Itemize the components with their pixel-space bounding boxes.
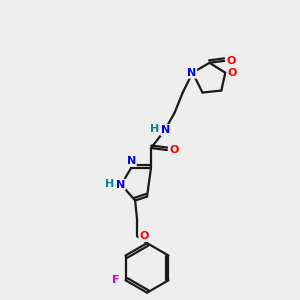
Text: H: H (150, 124, 160, 134)
Text: F: F (112, 275, 119, 285)
Text: N: N (127, 156, 136, 166)
Text: N: N (187, 68, 196, 78)
Text: N: N (161, 125, 170, 135)
Text: O: O (140, 231, 149, 241)
Text: O: O (169, 145, 178, 155)
Text: O: O (226, 56, 236, 66)
Text: N: N (116, 180, 125, 190)
Text: O: O (227, 68, 237, 78)
Text: H: H (105, 179, 114, 189)
